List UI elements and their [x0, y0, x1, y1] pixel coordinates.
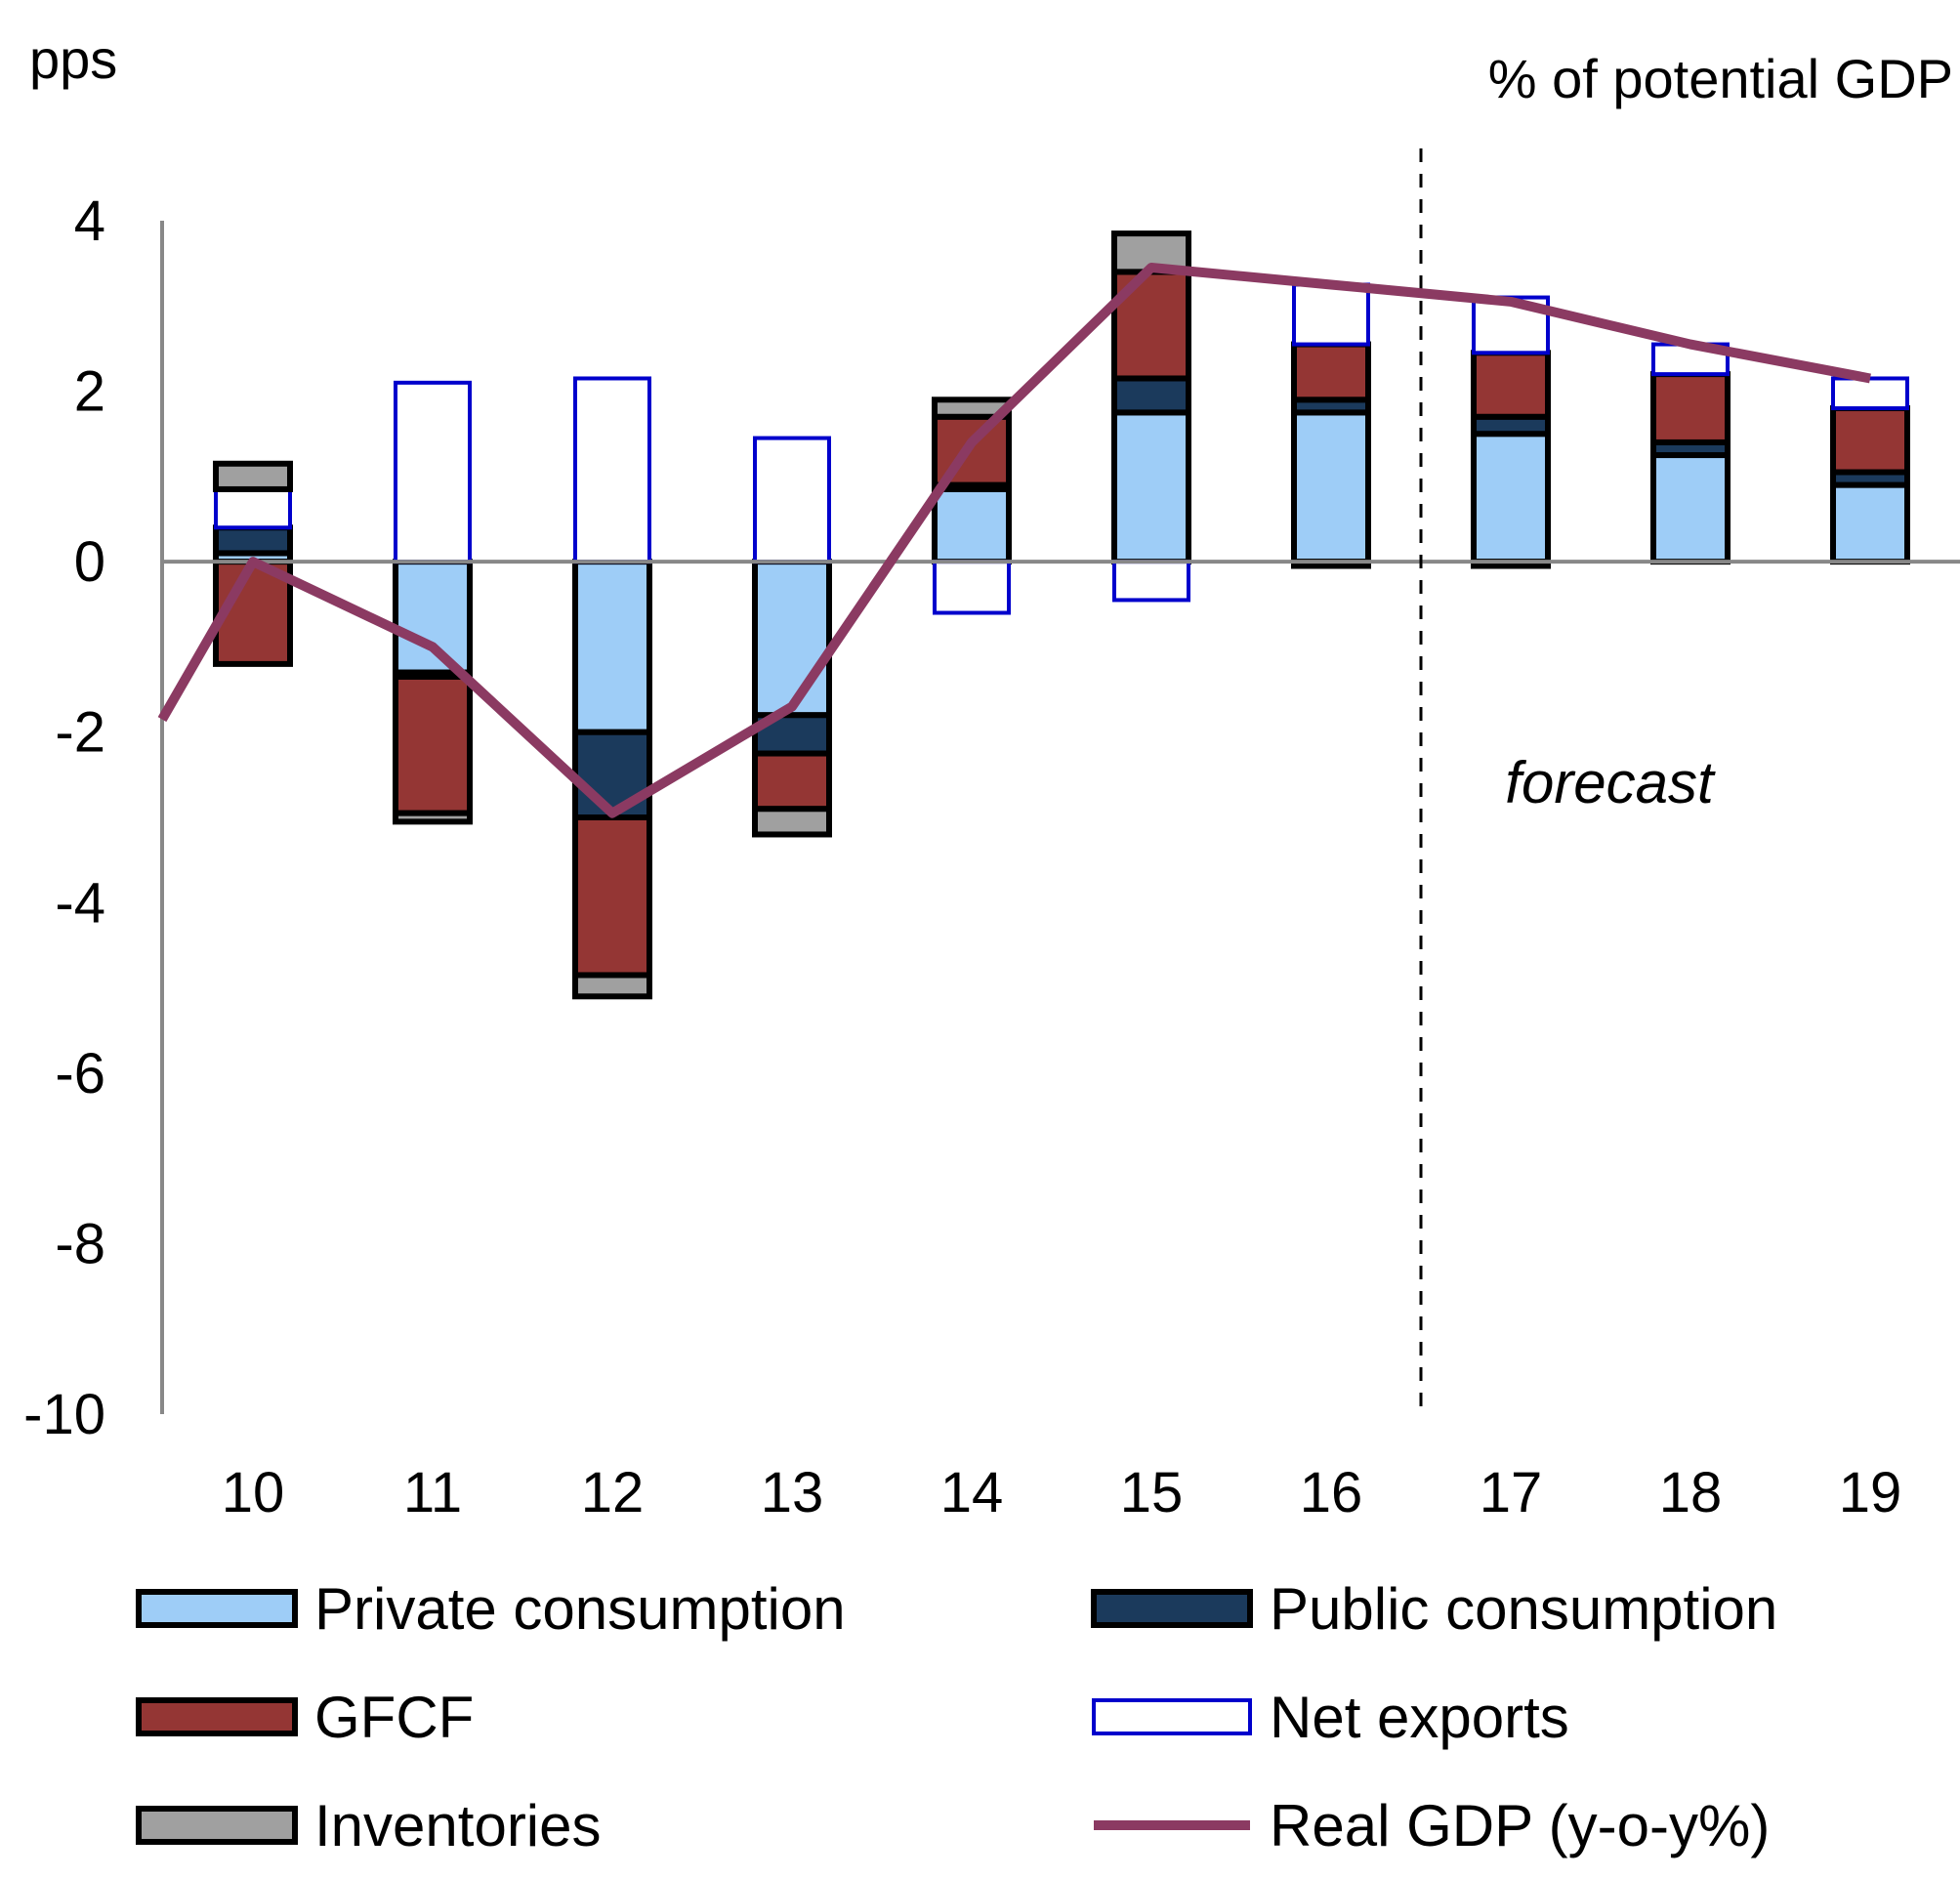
bar-inventories	[572, 972, 652, 1000]
bar-inventories	[213, 460, 293, 492]
bar-gfcf	[1291, 341, 1371, 403]
bar-private-consumption	[932, 485, 1012, 565]
bar-public-consumption	[1111, 375, 1191, 416]
bar-net-exports	[753, 436, 831, 564]
bar-private-consumption	[393, 559, 473, 676]
x-tick-label: 13	[761, 1461, 824, 1524]
y-tick-label: 2	[74, 360, 105, 424]
legend-swatch-net-exports	[1092, 1698, 1252, 1735]
legend-swatch-inventories	[136, 1806, 298, 1845]
x-tick-label: 15	[1120, 1461, 1184, 1524]
legend-swatch-private-consumption	[136, 1589, 298, 1628]
bar-net-exports	[1651, 342, 1730, 377]
bar-public-consumption	[572, 729, 652, 821]
bar-private-consumption	[1471, 431, 1551, 565]
legend-label-public-consumption: Public consumption	[1270, 1576, 1777, 1642]
bar-inventories	[393, 810, 473, 825]
bar-private-consumption	[1111, 409, 1191, 565]
bar-private-consumption	[1650, 452, 1731, 565]
bar-private-consumption	[1830, 481, 1910, 565]
bars	[213, 230, 1910, 1000]
bar-public-consumption	[213, 524, 293, 557]
y-tick-label: -4	[55, 871, 105, 935]
x-tick-labels: 10 11 12 13 14 15 16 17 18 19	[222, 1461, 1902, 1524]
x-tick-label: 12	[581, 1461, 645, 1524]
bar-net-exports	[1112, 560, 1190, 603]
bar-net-exports	[573, 376, 651, 564]
y-tick-label: -8	[55, 1212, 105, 1275]
legend-swatch-gfcf	[136, 1697, 298, 1736]
bar-private-consumption	[572, 559, 652, 735]
x-tick-label: 18	[1659, 1461, 1723, 1524]
x-tick-label: 11	[403, 1461, 462, 1524]
bar-gfcf	[1650, 371, 1731, 445]
y-unit-left: pps	[29, 28, 117, 90]
y-tick-labels: 4 2 0 -2 -4 -6 -8 -10	[23, 189, 105, 1446]
bar-net-exports	[1292, 282, 1370, 347]
legend-label-inventories: Inventories	[314, 1793, 602, 1858]
real-gdp-line	[157, 263, 1871, 818]
bar-gfcf	[1830, 405, 1910, 476]
legend-label-net-exports: Net exports	[1270, 1685, 1569, 1750]
legend-swatch-public-consumption	[1091, 1589, 1253, 1628]
bar-private-consumption	[1291, 409, 1371, 565]
bar-private-consumption	[752, 559, 832, 719]
legend: Private consumption Public consumption GFC…	[136, 1576, 1777, 1858]
bar-inventories	[752, 806, 832, 838]
legend-label-real-gdp-y-o-y: Real GDP (y-o-y%)	[1270, 1793, 1770, 1858]
y-tick-label: 0	[74, 530, 105, 594]
bar-net-exports	[394, 380, 472, 564]
y-tick-label: 4	[74, 189, 105, 253]
x-tick-label: 14	[940, 1461, 1004, 1524]
x-tick-label: 16	[1300, 1461, 1363, 1524]
bar-gfcf	[752, 750, 832, 813]
bar-net-exports	[214, 486, 292, 530]
y-tick-label: -6	[55, 1042, 105, 1106]
x-tick-label: 17	[1480, 1461, 1543, 1524]
bar-gfcf	[393, 673, 473, 816]
forecast-label: forecast	[1505, 750, 1716, 815]
bar-gfcf	[572, 814, 652, 979]
y-tick-label: -10	[23, 1383, 105, 1446]
legend-label-private-consumption: Private consumption	[314, 1576, 846, 1642]
legend-label-gfcf: GFCF	[314, 1685, 474, 1750]
y-tick-label: -2	[55, 701, 105, 765]
bar-net-exports	[933, 560, 1011, 615]
x-tick-label: 10	[222, 1461, 285, 1524]
y-unit-right: % of potential GDP	[1488, 48, 1953, 109]
bar-gfcf	[1471, 350, 1551, 420]
x-tick-label: 19	[1839, 1461, 1902, 1524]
bar-net-exports	[1831, 376, 1909, 411]
